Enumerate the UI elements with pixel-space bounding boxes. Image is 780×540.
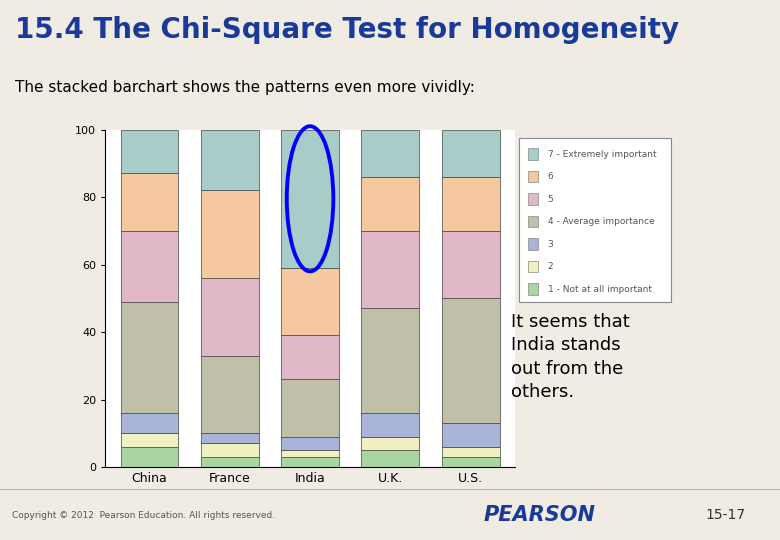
Bar	[121, 173, 179, 231]
FancyBboxPatch shape	[528, 239, 538, 250]
FancyBboxPatch shape	[528, 148, 538, 160]
Bar	[361, 308, 420, 413]
Bar	[361, 450, 420, 467]
FancyBboxPatch shape	[528, 193, 538, 205]
Text: The stacked barchart shows the patterns even more vividly:: The stacked barchart shows the patterns …	[15, 80, 474, 95]
Bar	[441, 298, 499, 423]
Bar	[201, 130, 259, 191]
Bar	[281, 450, 339, 457]
Bar	[201, 356, 259, 433]
FancyBboxPatch shape	[528, 261, 538, 273]
Bar	[121, 433, 179, 447]
Bar	[281, 457, 339, 467]
Text: 7 - Extremely important: 7 - Extremely important	[548, 150, 656, 159]
Bar	[361, 177, 420, 231]
FancyBboxPatch shape	[528, 284, 538, 295]
Text: 2: 2	[548, 262, 553, 271]
Bar	[441, 130, 499, 177]
Bar	[281, 335, 339, 379]
Text: PEARSON: PEARSON	[484, 505, 596, 525]
Bar	[441, 447, 499, 457]
Bar	[121, 447, 179, 467]
Bar	[281, 268, 339, 335]
Bar	[441, 231, 499, 298]
Bar	[121, 413, 179, 433]
Text: 3: 3	[548, 240, 553, 249]
Bar	[281, 130, 339, 268]
Bar	[201, 433, 259, 443]
Text: 4 - Average importance: 4 - Average importance	[548, 217, 654, 226]
FancyBboxPatch shape	[519, 138, 671, 302]
Bar	[201, 191, 259, 278]
Bar	[361, 231, 420, 308]
Bar	[441, 423, 499, 447]
Text: 15-17: 15-17	[706, 508, 746, 522]
Text: 15.4 The Chi-Square Test for Homogeneity: 15.4 The Chi-Square Test for Homogeneity	[15, 16, 679, 44]
Bar	[121, 130, 179, 173]
Bar	[361, 130, 420, 177]
Text: 6: 6	[548, 172, 553, 181]
Bar	[121, 302, 179, 413]
Text: It seems that
India stands
out from the
others.: It seems that India stands out from the …	[511, 313, 629, 401]
Bar	[281, 379, 339, 437]
Bar	[361, 413, 420, 437]
FancyBboxPatch shape	[528, 216, 538, 227]
Bar	[361, 437, 420, 450]
Text: 5: 5	[548, 195, 553, 204]
Bar	[121, 231, 179, 302]
Bar	[281, 437, 339, 450]
Text: Copyright © 2012  Pearson Education. All rights reserved.: Copyright © 2012 Pearson Education. All …	[12, 511, 275, 520]
Bar	[441, 457, 499, 467]
Bar	[201, 457, 259, 467]
Text: 1 - Not at all important: 1 - Not at all important	[548, 285, 651, 294]
Bar	[441, 177, 499, 231]
Bar	[201, 278, 259, 356]
FancyBboxPatch shape	[528, 171, 538, 183]
Bar	[201, 443, 259, 457]
